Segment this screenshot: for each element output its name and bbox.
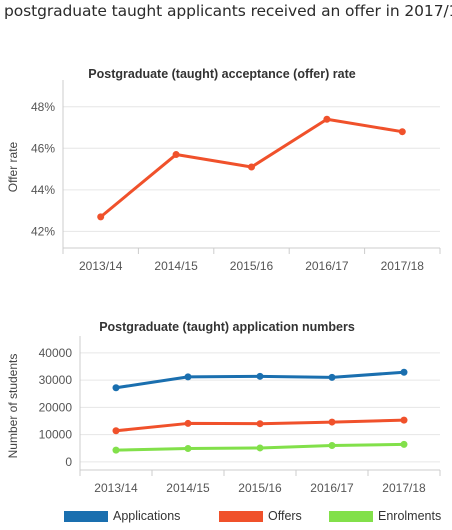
x-tick-label: 2015/16 [230, 259, 274, 273]
x-tick-label: 2014/15 [154, 259, 198, 273]
data-point[interactable] [184, 373, 192, 381]
x-tick-label: 2016/17 [310, 481, 354, 495]
data-point[interactable] [112, 384, 120, 392]
data-point[interactable] [256, 372, 264, 380]
legend: Applications Offers Enrolments [0, 505, 452, 527]
x-tick-label: 2015/16 [238, 481, 282, 495]
intro-text: postgraduate taught applicants received … [4, 2, 452, 20]
y-tick-label: 46% [31, 141, 55, 155]
data-point[interactable] [172, 151, 180, 159]
data-point[interactable] [256, 444, 264, 452]
y-tick-label: 10000 [39, 428, 73, 442]
legend-swatch [64, 510, 108, 522]
x-tick-label: 2017/18 [381, 259, 425, 273]
data-point[interactable] [328, 418, 336, 426]
y-axis-label: Offer rate [6, 141, 20, 192]
legend-label: Enrolments [378, 509, 442, 523]
data-point[interactable] [184, 419, 192, 427]
legend-label: Offers [268, 509, 302, 523]
legend-swatch [219, 510, 263, 522]
y-axis-label: Number of students [6, 354, 20, 459]
data-point[interactable] [184, 444, 192, 452]
legend-swatch [329, 510, 373, 522]
x-tick-label: 2016/17 [305, 259, 349, 273]
chart-title: Postgraduate (taught) acceptance (offer)… [88, 67, 355, 81]
legend-item-offers[interactable]: Offers [219, 505, 302, 527]
data-point[interactable] [97, 213, 105, 221]
data-point[interactable] [400, 416, 408, 424]
x-tick-label: 2013/14 [94, 481, 138, 495]
data-point[interactable] [398, 128, 406, 136]
data-point[interactable] [112, 427, 120, 435]
y-tick-label: 0 [65, 455, 72, 469]
offer-rate-chart: Postgraduate (taught) acceptance (offer)… [6, 67, 441, 273]
y-tick-label: 30000 [39, 373, 73, 387]
data-point[interactable] [248, 163, 255, 171]
application-numbers-chart: Postgraduate (taught) application number… [6, 320, 441, 495]
y-tick-label: 42% [31, 224, 55, 238]
data-point[interactable] [328, 441, 336, 449]
x-tick-label: 2017/18 [382, 481, 426, 495]
legend-label: Applications [113, 509, 181, 523]
data-point[interactable] [400, 368, 408, 376]
y-tick-label: 48% [31, 100, 55, 114]
legend-item-applications[interactable]: Applications [64, 505, 180, 527]
y-tick-label: 44% [31, 183, 55, 197]
y-tick-label: 40000 [39, 346, 73, 360]
data-point[interactable] [323, 115, 331, 123]
x-tick-label: 2013/14 [79, 259, 123, 273]
data-point[interactable] [400, 440, 408, 448]
x-tick-label: 2014/15 [166, 481, 210, 495]
chart-title: Postgraduate (taught) application number… [99, 320, 355, 334]
y-tick-label: 20000 [39, 400, 73, 414]
legend-item-enrolments[interactable]: Enrolments [329, 505, 441, 527]
data-point[interactable] [112, 446, 120, 454]
data-point[interactable] [256, 420, 264, 428]
data-point[interactable] [328, 373, 336, 381]
